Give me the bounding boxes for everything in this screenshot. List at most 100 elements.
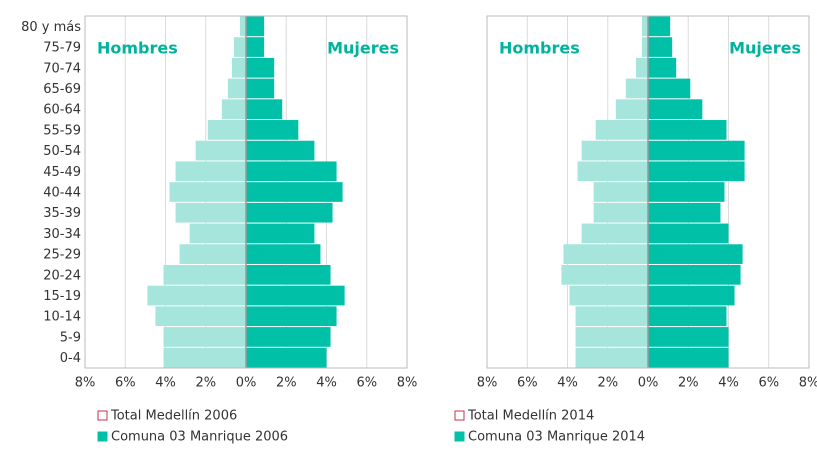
bar [239, 16, 246, 37]
bar [175, 202, 246, 223]
x-tick-label: 4% [316, 376, 337, 391]
y-tick-label: 35-39 [43, 206, 81, 221]
x-tick-label: 2% [195, 376, 216, 391]
bar [175, 161, 246, 182]
legend-swatch [97, 431, 108, 442]
bar [575, 327, 648, 347]
bar [648, 285, 735, 306]
x-tick-label: 6% [356, 376, 377, 391]
bar [231, 57, 246, 78]
annotation: Hombres [97, 39, 178, 58]
x-tick-label: 6% [115, 376, 136, 391]
legend-label: Comuna 03 Manrique 2006 [111, 430, 288, 445]
x-tick-label: 4% [718, 376, 739, 391]
x-tick-label: 0% [638, 376, 659, 391]
bar [569, 285, 648, 306]
x-tick-label: 8% [799, 376, 817, 391]
bar [648, 37, 673, 57]
bar [163, 347, 246, 368]
x-tick-label: 4% [557, 376, 578, 391]
plot-frame [84, 15, 408, 369]
bar [246, 99, 283, 120]
y-tick-label: 25-29 [43, 248, 81, 263]
y-tick-label: 15-19 [43, 289, 81, 304]
y-tick-label: 75-79 [43, 41, 81, 56]
legend-swatch [454, 431, 465, 442]
bar [563, 244, 648, 264]
bar [648, 347, 729, 368]
bar [648, 140, 745, 161]
y-tick-label: 70-74 [43, 61, 81, 76]
bar [648, 16, 671, 37]
bar [635, 57, 648, 78]
bar [625, 78, 648, 99]
y-tick-label: 50-54 [43, 144, 81, 159]
legend-swatch [97, 410, 108, 421]
y-tick-label: 5-9 [60, 330, 81, 345]
bar [593, 202, 648, 223]
bar [163, 327, 246, 347]
bar [648, 78, 691, 99]
bar [246, 182, 343, 202]
bar [189, 223, 246, 244]
bar [246, 37, 265, 57]
y-tick-label: 65-69 [43, 82, 81, 97]
annotation: Mujeres [729, 39, 801, 58]
bar [593, 182, 648, 202]
bar [575, 306, 648, 327]
x-tick-label: 8% [397, 376, 418, 391]
bar [163, 264, 246, 285]
bar [207, 120, 246, 140]
y-tick-label: 60-64 [43, 103, 81, 118]
bar [641, 37, 648, 57]
bar [648, 182, 725, 202]
y-tick-label: 10-14 [43, 310, 81, 325]
bar [246, 264, 331, 285]
bar [179, 244, 246, 264]
bar [581, 223, 648, 244]
y-tick-label: 45-49 [43, 165, 81, 180]
bar [246, 78, 275, 99]
x-tick-label: 8% [75, 376, 96, 391]
bar [233, 37, 246, 57]
x-tick-label: 8% [477, 376, 498, 391]
x-tick-label: 2% [597, 376, 618, 391]
legend-label: Total Medellín 2006 [110, 409, 237, 424]
bar [155, 306, 246, 327]
bar [246, 57, 275, 78]
y-tick-label: 30-34 [43, 227, 81, 242]
x-tick-label: 2% [276, 376, 297, 391]
annotation: Mujeres [327, 39, 399, 58]
bar [561, 264, 648, 285]
legend-swatch [454, 410, 465, 421]
x-tick-label: 4% [155, 376, 176, 391]
bar [595, 120, 648, 140]
annotation: Hombres [499, 39, 580, 58]
bar [648, 244, 743, 264]
bar [648, 99, 703, 120]
bar [641, 16, 648, 37]
bar [246, 306, 337, 327]
bar [246, 327, 331, 347]
bar [581, 140, 648, 161]
bar [648, 223, 729, 244]
bar [227, 78, 246, 99]
bar [648, 120, 727, 140]
bar [169, 182, 246, 202]
bar [648, 202, 721, 223]
bar [577, 161, 648, 182]
y-tick-label: 40-44 [43, 186, 81, 201]
bar [648, 264, 741, 285]
bar [648, 57, 677, 78]
bar [615, 99, 648, 120]
y-tick-label: 80 y más [21, 20, 81, 35]
bar [246, 120, 299, 140]
plot-frame [486, 15, 810, 369]
bar [246, 347, 327, 368]
bar [246, 244, 321, 264]
bar [221, 99, 246, 120]
bar [648, 161, 745, 182]
bar [246, 140, 315, 161]
bar [147, 285, 246, 306]
